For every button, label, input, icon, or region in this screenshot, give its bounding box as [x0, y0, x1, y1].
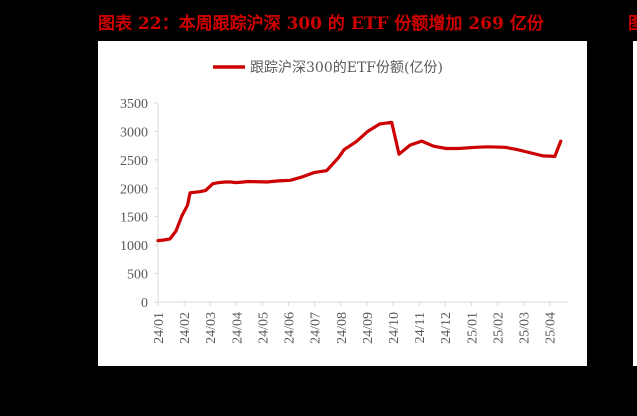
- x-tick-label: 24/09: [361, 312, 376, 344]
- y-tick-label: 1500: [120, 211, 148, 226]
- chart-legend: 跟踪沪深300的ETF份额(亿份): [213, 60, 443, 76]
- x-tick-label: 25/01: [465, 312, 480, 344]
- chart-panel: 跟踪沪深300的ETF份额(亿份) 0 500 1000 1500 2000 2500 30…: [98, 41, 587, 366]
- x-tick-label: 24/02: [178, 312, 193, 344]
- x-tick-label: 24/03: [204, 312, 219, 344]
- y-tick-label: 3500: [120, 97, 148, 112]
- line-chart: 跟踪沪深300的ETF份额(亿份) 0 500 1000 1500 2000 2500 30…: [120, 60, 568, 344]
- y-tick-label: 500: [127, 268, 148, 283]
- x-tick-label: 24/07: [309, 312, 324, 344]
- x-tick-label: 24/06: [283, 312, 298, 344]
- x-tick-label: 25/02: [491, 312, 506, 344]
- x-tick-label: 24/01: [152, 312, 167, 344]
- x-tick-label: 25/03: [518, 312, 533, 344]
- x-tick-label: 24/05: [256, 312, 271, 344]
- x-tick-label: 24/10: [387, 312, 402, 344]
- y-tick-label: 2000: [120, 182, 148, 197]
- legend-label: 跟踪沪深300的ETF份额(亿份): [250, 60, 443, 76]
- y-tick-label: 0: [141, 296, 148, 311]
- y-tick-label: 3000: [120, 125, 148, 140]
- x-tick-label: 24/08: [335, 312, 350, 344]
- x-tick-label: 24/12: [439, 312, 454, 344]
- adjacent-panel-edge: [633, 41, 637, 366]
- figure-title: 图表 22：本周跟踪沪深 300 的 ETF 份额增加 269 亿份: [98, 14, 544, 34]
- x-axis: 24/01 24/02 24/03 24/04 24/05 24/06 24/07 24/08…: [152, 301, 568, 344]
- x-tick-label: 24/04: [230, 312, 245, 344]
- x-tick-label: 24/11: [413, 312, 428, 343]
- adjacent-figure-title-fragment: 图: [628, 14, 637, 34]
- series-line: [156, 120, 563, 243]
- y-tick-label: 2500: [120, 154, 148, 169]
- y-axis: 0 500 1000 1500 2000 2500 3000 3500: [120, 97, 159, 311]
- x-tick-label: 25/04: [544, 312, 559, 344]
- y-tick-label: 1000: [120, 239, 148, 254]
